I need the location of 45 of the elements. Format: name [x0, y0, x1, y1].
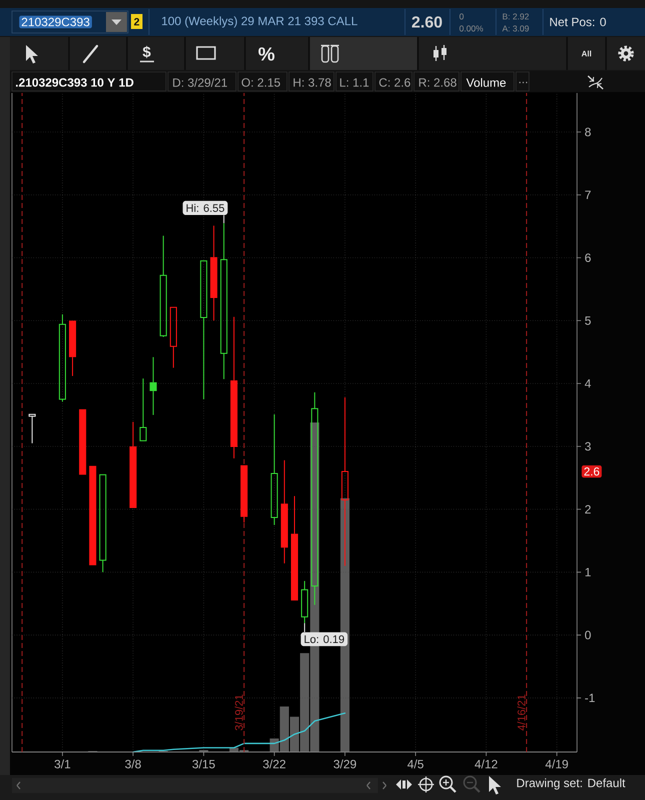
text: R: 2.68	[419, 78, 456, 87]
x-tick-label: 3/22	[263, 760, 286, 768]
text: B: 2.92	[502, 14, 529, 20]
x-tick-label: 4/19	[545, 760, 568, 768]
text: O: 2.15	[242, 78, 280, 87]
x-tick-label: 3/8	[125, 760, 141, 768]
text: %	[258, 47, 274, 61]
text: L: 1.1	[340, 78, 369, 87]
ref-line-label: 3/19/21	[234, 694, 243, 730]
x-tick-label: 4/12	[474, 760, 498, 768]
y-tick-label: 4	[584, 379, 591, 388]
text: C: 2.6	[379, 78, 410, 87]
y-tick-label: 2	[585, 505, 591, 514]
y-tick-label: 5	[585, 316, 591, 325]
y-tick-label: 0	[585, 630, 591, 640]
text: Drawing set: Default	[517, 778, 626, 790]
y-tick-label: 6	[585, 254, 591, 262]
text: 0.00%	[460, 25, 484, 32]
text: 100 (Weeklys) 29 MAR 21 393 CALL	[162, 16, 358, 28]
y-tick-label: 8	[585, 128, 591, 136]
x-tick-label: 3/1	[54, 760, 70, 768]
y-tick-label: -1	[585, 694, 595, 702]
y-tick-label: 7	[585, 190, 591, 199]
text: All	[582, 50, 592, 56]
text: D: 3/29/21	[173, 78, 227, 87]
ref-line-label: 4/16/21	[517, 694, 526, 731]
x-tick-label: 3/29	[334, 760, 356, 768]
x-tick-label: 3/15	[192, 760, 215, 768]
y-tick-label: 1	[585, 568, 591, 576]
text: 0	[460, 14, 464, 20]
chart-title: Volume	[466, 78, 506, 87]
annotation: Lo: 0.19	[304, 635, 344, 644]
text: ...	[519, 82, 528, 84]
y-tick-label: 3	[584, 442, 591, 451]
text: 2.60	[412, 16, 442, 28]
text: Net Pos: 0	[550, 18, 606, 26]
chart-title: .210329C393 10 Y 1D	[16, 78, 134, 87]
text: A: 3.09	[502, 25, 529, 32]
text: 210329C393	[22, 18, 90, 26]
text: 2	[134, 18, 140, 26]
text: $	[142, 46, 151, 58]
annotation: Hi: 6.55	[186, 204, 224, 212]
x-tick-label: 4/5	[408, 760, 424, 768]
text: 2.6	[584, 467, 600, 476]
text: H: 3.78	[294, 78, 331, 87]
